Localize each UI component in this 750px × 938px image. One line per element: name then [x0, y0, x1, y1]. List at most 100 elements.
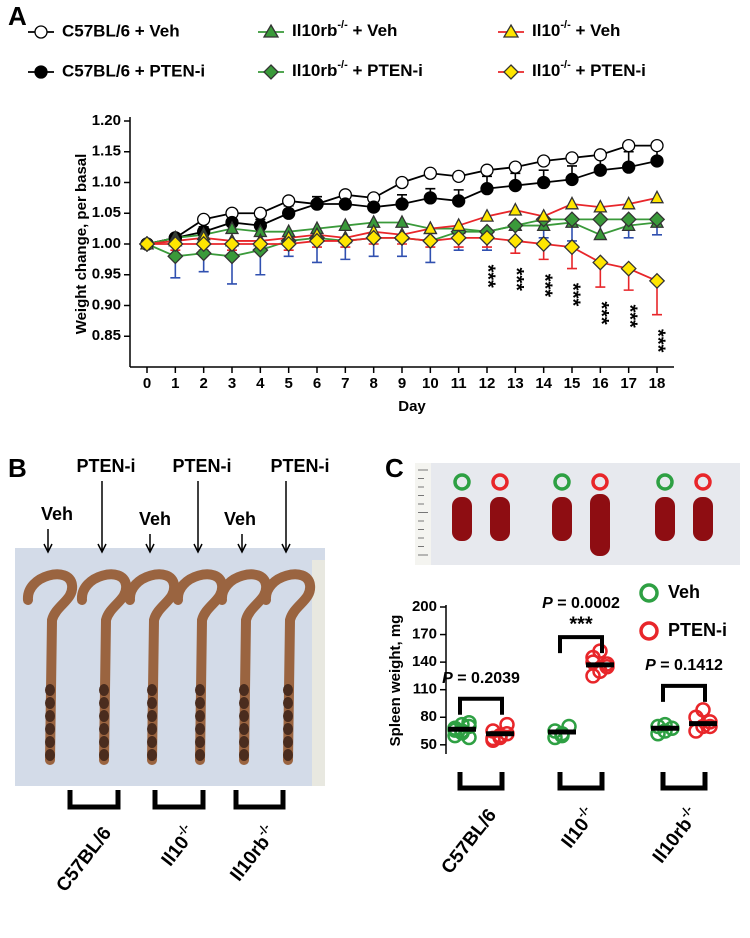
genotype-label: C57BL/6: [53, 823, 116, 896]
category-label: C57BL/6: [438, 805, 501, 878]
arrow: [193, 481, 203, 554]
marker: [648, 211, 666, 228]
spleen: [655, 497, 675, 541]
x-tick-label: 12: [479, 375, 496, 392]
marker: [452, 169, 466, 184]
significance: ***: [477, 264, 499, 288]
stool-pellet: [195, 723, 205, 735]
data-point: [585, 654, 601, 670]
y-tick-label: 0.90: [92, 296, 121, 313]
marker: [337, 232, 354, 250]
y-tick-label: 1.20: [92, 112, 121, 129]
marker: [367, 200, 381, 214]
legend-marker: [34, 65, 48, 79]
x-tick-label: 4: [256, 375, 265, 392]
treatment-label: PTEN-i: [76, 456, 135, 476]
treatment-label: PTEN-i: [270, 456, 329, 476]
marker: [621, 196, 636, 210]
marker: [508, 160, 522, 174]
treatment-label: Veh: [41, 504, 73, 524]
marker: [253, 206, 267, 220]
panel-letter: C: [385, 453, 404, 483]
legend-marker: [503, 64, 519, 80]
marker: [252, 235, 269, 253]
x-tick-label: 10: [422, 375, 439, 392]
photo-label-circle: [694, 473, 712, 491]
y-tick-label: 200: [412, 598, 437, 615]
x-tick-label: 8: [369, 375, 377, 392]
legend-label: C57BL/6 + Veh: [62, 21, 180, 40]
x-tick-label: 7: [341, 375, 349, 392]
marker: [365, 229, 382, 246]
legend-marker: [262, 23, 280, 38]
spleen: [590, 494, 610, 556]
group-bracket: [557, 772, 605, 791]
legend-marker: [263, 64, 279, 80]
photo-label-circle: [553, 473, 571, 491]
stool-pellet: [147, 710, 157, 722]
y-tick-label: 0.85: [92, 327, 121, 344]
marker: [537, 154, 551, 168]
intestine: [125, 569, 180, 765]
stool-pellet: [45, 684, 55, 696]
marker: [223, 235, 241, 253]
marker: [480, 163, 494, 177]
intestine: [23, 569, 78, 765]
stool-pellet: [239, 736, 249, 748]
marker: [393, 229, 411, 246]
y-tick-label: 1.00: [92, 235, 121, 252]
stool-pellet: [147, 736, 157, 748]
x-tick-label: 0: [143, 375, 151, 392]
x-tick-label: 9: [398, 375, 406, 392]
intestine: [261, 569, 316, 765]
legend-label: Il10rb-/- + Veh: [292, 19, 397, 41]
marker: [310, 197, 324, 211]
x-axis-title: Day: [398, 398, 426, 415]
marker: [195, 235, 212, 253]
marker: [620, 260, 637, 277]
stool-pellet: [45, 710, 55, 722]
stool-pellet: [283, 723, 293, 735]
marker: [508, 202, 523, 216]
data-point: [554, 727, 570, 744]
stool-pellet: [45, 736, 55, 748]
marker: [622, 138, 636, 153]
x-tick-label: 1: [171, 375, 179, 392]
x-tick-label: 5: [284, 375, 292, 392]
genotype-label: Il10rb-/-: [223, 821, 281, 885]
marker: [622, 160, 636, 174]
comparison-bracket: [458, 696, 504, 715]
marker: [650, 138, 664, 153]
y-tick-label: 80: [420, 708, 437, 725]
legend-label: Veh: [668, 582, 700, 602]
marker: [167, 248, 184, 265]
stool-pellet: [195, 736, 205, 748]
treatment-label: Veh: [139, 509, 171, 529]
treatment-label: PTEN-i: [172, 456, 231, 476]
arrow: [97, 481, 107, 554]
y-tick-label: 0.95: [92, 266, 121, 283]
genotype-label: Il10-/-: [155, 821, 201, 870]
marker: [395, 175, 409, 190]
marker: [593, 226, 608, 241]
marker: [565, 172, 579, 187]
x-tick-label: 15: [564, 375, 581, 392]
marker: [167, 235, 184, 253]
significance: ***: [647, 329, 669, 353]
y-axis-title: Spleen weight, mg: [387, 615, 404, 747]
marker: [280, 235, 297, 253]
marker: [507, 217, 524, 234]
spleen: [552, 497, 572, 541]
marker: [423, 166, 437, 180]
marker: [195, 245, 212, 262]
significance: ***: [569, 613, 593, 635]
marker: [593, 148, 607, 162]
marker: [395, 197, 409, 211]
treatment-label: Veh: [224, 509, 256, 529]
stool-pellet: [45, 697, 55, 709]
marker: [394, 214, 410, 228]
marker: [422, 232, 439, 250]
marker: [592, 211, 609, 228]
x-tick-label: 18: [649, 375, 666, 392]
